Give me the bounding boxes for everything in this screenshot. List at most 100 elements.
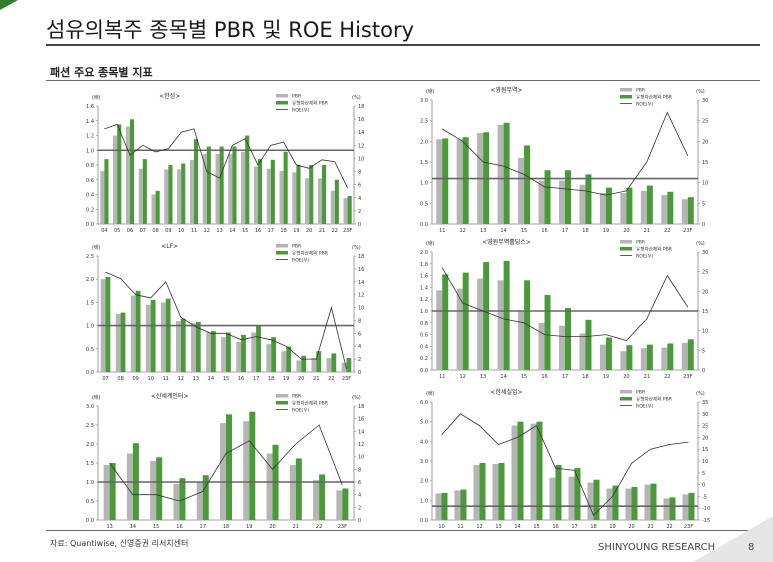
bar-adjusted-pbr	[565, 308, 571, 370]
bar-pbr	[279, 170, 284, 224]
x-tick-label: 13	[480, 228, 486, 234]
x-tick-label: 19	[293, 228, 299, 234]
bar-adjusted-pbr	[319, 474, 326, 520]
bar-pbr	[317, 178, 322, 224]
line-roe	[441, 111, 689, 196]
bar-pbr	[549, 477, 556, 520]
bar-adjusted-pbr	[117, 124, 122, 224]
bar-pbr	[177, 169, 182, 224]
bar-pbr	[113, 135, 118, 224]
bar-pbr	[559, 325, 565, 370]
x-tick-label: 10	[438, 524, 444, 530]
unit-right: (%)	[352, 95, 361, 101]
bar-adjusted-pbr	[295, 458, 302, 520]
x-tick-label: 22	[328, 376, 334, 382]
x-tick-label: 19	[283, 376, 289, 382]
y-tick-left-label: 1.5	[86, 461, 94, 467]
x-tick-label: 22	[316, 524, 322, 530]
bar-adjusted-pbr	[517, 421, 524, 520]
bar-adjusted-pbr	[181, 163, 186, 224]
legend-roe-label: ROE(우)	[636, 254, 654, 260]
y-tick-left-label: 1.2	[86, 134, 94, 140]
y-tick-right-label: 0	[358, 518, 361, 524]
bar-pbr	[477, 278, 484, 370]
y-tick-right-label: 0	[702, 483, 705, 489]
legend-adjusted-pbr-label: 유형자산제외 PBR	[292, 100, 329, 107]
bar-pbr	[538, 322, 545, 370]
y-tick-left-label: 0.4	[420, 344, 428, 350]
bar-pbr	[492, 463, 499, 520]
bar-adjusted-pbr	[180, 318, 186, 372]
bar-pbr	[518, 311, 525, 370]
y-tick-right-label: 5	[702, 471, 705, 477]
x-tick-label: 12	[204, 228, 210, 234]
x-tick-label: 17	[253, 376, 259, 382]
bar-pbr	[215, 153, 220, 224]
bar-pbr	[115, 314, 121, 372]
x-tick-label: 14	[500, 228, 506, 234]
bar-adjusted-pbr	[155, 190, 160, 224]
bar-adjusted-pbr	[241, 334, 246, 372]
x-tick-label: 17	[200, 524, 206, 530]
chart-title: <영원무역>	[490, 86, 522, 94]
bar-pbr	[640, 348, 647, 370]
y-tick-right-label: 16	[358, 117, 364, 123]
x-tick-label: 16	[255, 228, 261, 234]
bar-adjusted-pbr	[210, 331, 216, 372]
y-tick-left-label: 1.4	[420, 285, 428, 291]
x-tick-label: 18	[582, 228, 588, 234]
y-tick-right-label: 20	[702, 435, 708, 441]
bar-adjusted-pbr	[309, 165, 314, 224]
bar-adjusted-pbr	[194, 139, 199, 224]
bar-adjusted-pbr	[296, 165, 301, 224]
y-tick-left-label: 0.2	[86, 207, 94, 213]
bar-pbr	[559, 180, 565, 224]
y-tick-left-label: 1.6	[86, 104, 94, 110]
y-tick-right-label: -10	[702, 506, 710, 512]
y-tick-left-label: 1.0	[420, 498, 428, 504]
x-tick-label: 21	[313, 376, 319, 382]
bar-pbr	[454, 490, 461, 520]
bar-pbr	[281, 351, 287, 372]
x-tick-label: 08	[152, 228, 158, 234]
x-tick-label: 12	[460, 228, 466, 234]
bar-adjusted-pbr	[245, 135, 250, 224]
unit-right: (%)	[352, 245, 361, 251]
bar-adjusted-pbr	[258, 159, 263, 224]
y-tick-right-label: 15	[702, 447, 708, 453]
bar-adjusted-pbr	[442, 138, 449, 224]
bar-adjusted-pbr	[202, 475, 209, 520]
bar-pbr	[160, 302, 166, 372]
x-tick-label: 14	[500, 374, 506, 380]
x-tick-label: 08	[117, 376, 123, 382]
y-tick-right-label: 2	[358, 505, 361, 511]
y-tick-left-label: 0.8	[86, 163, 94, 169]
bar-pbr	[196, 482, 203, 520]
bar-adjusted-pbr	[342, 488, 349, 520]
line-roe	[441, 267, 689, 341]
legend-roe-label: ROE(우)	[292, 408, 310, 414]
y-tick-left-label: 5.0	[420, 420, 428, 426]
y-tick-right-label: 15	[702, 160, 708, 166]
x-tick-label: 06	[127, 228, 133, 234]
x-tick-label: 21	[647, 524, 653, 530]
legend-pbr-label: PBR	[636, 390, 646, 396]
y-tick-left-label: 3.0	[86, 404, 94, 410]
bar-pbr	[640, 190, 647, 224]
x-tick-label: 22	[664, 228, 670, 234]
y-tick-right-label: 0	[358, 370, 361, 376]
chart-title: <신세계인터>	[151, 392, 189, 400]
bar-pbr	[579, 184, 586, 224]
bar-pbr	[311, 358, 317, 372]
y-tick-right-label: 4	[358, 344, 361, 350]
chart-youngone-holdings: 0.0 0.2 0.4 0.6 0.8 1.0 1.2 1.4 1.6 1.8 2.0 0 5 10 15 2…	[420, 238, 708, 380]
bar-pbr	[151, 194, 156, 224]
x-tick-label: 13	[106, 524, 112, 530]
bar-pbr	[202, 153, 207, 224]
bar-pbr	[620, 193, 627, 224]
bar-pbr	[456, 139, 463, 224]
bar-adjusted-pbr	[479, 462, 486, 520]
x-tick-label: 04	[101, 228, 107, 234]
y-tick-right-label: -5	[702, 494, 707, 500]
bar-adjusted-pbr	[503, 260, 510, 370]
